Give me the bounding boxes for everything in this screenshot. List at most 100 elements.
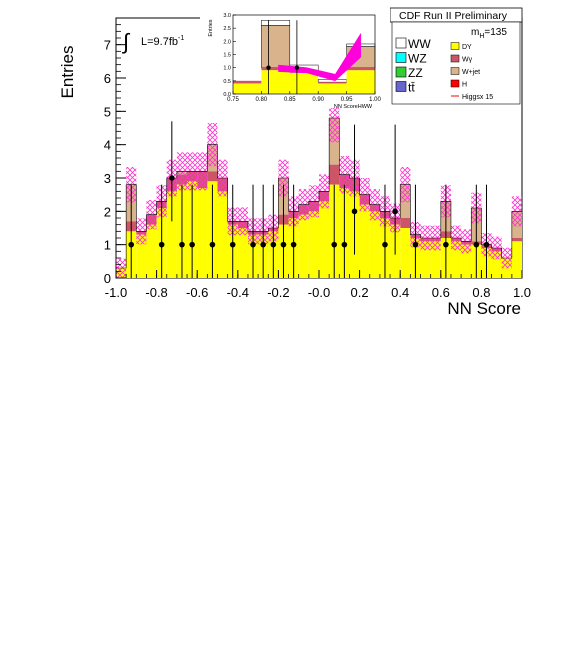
- y-tick-label: 5: [104, 104, 111, 119]
- bar-dy: [237, 228, 248, 278]
- data-point: [270, 241, 277, 248]
- inset-y-tick-label: 1.0: [223, 66, 231, 72]
- data-point: [250, 241, 256, 248]
- inset-bar-wg: [233, 80, 262, 84]
- legend-swatch: [450, 79, 460, 88]
- inset-bar-wg: [261, 67, 290, 71]
- inset-band: [278, 32, 362, 82]
- bar-dy: [166, 191, 177, 278]
- main-axes: -1.0 -0.8 -0.6 -0.4 -0.2 -0.0 0.2 0.4 0.6 0.8 1.00…: [104, 17, 531, 300]
- bar-dy: [461, 244, 472, 278]
- inset-x-tick-label: 0.80: [256, 97, 268, 103]
- bar-dy: [308, 211, 319, 278]
- legend-swatch: [395, 66, 407, 78]
- luminosity-label: L=9.7fb-1: [141, 35, 184, 48]
- data-point: [158, 241, 165, 248]
- y-tick-label: 7: [104, 38, 111, 53]
- inset-y-tick-label: 2.0: [223, 39, 231, 45]
- y-tick-label: 1: [104, 238, 111, 253]
- inset-data-point: [266, 65, 271, 70]
- integral-sign: ∫: [121, 29, 131, 54]
- data-point: [179, 241, 185, 248]
- inset-x-axis-label: NN ScoreHWW: [334, 104, 373, 110]
- y-tick-label: 6: [104, 71, 111, 86]
- y-tick-label: 4: [104, 138, 111, 153]
- x-tick-label: 0.2: [351, 285, 369, 300]
- y-tick-label: 3: [104, 171, 111, 186]
- bar-dy: [369, 211, 380, 278]
- bar-dy: [511, 241, 522, 278]
- data-point: [128, 241, 135, 248]
- inset-y-tick-label: 0.0: [223, 92, 231, 98]
- inset-bar-ww: [261, 20, 291, 26]
- bar-dy: [359, 204, 370, 278]
- data-point: [169, 175, 175, 181]
- inset-data-point: [294, 65, 300, 70]
- inset-y-tick-label: 2.5: [223, 26, 231, 32]
- inset-x-tick-label: 0.75: [227, 97, 239, 103]
- inset-bar-wg: [346, 67, 375, 71]
- y-tick-label: 0: [104, 271, 111, 286]
- x-tick-label: -0.0: [308, 285, 330, 300]
- bar-dy: [430, 241, 441, 278]
- legend-box: [391, 21, 521, 105]
- legend-label: W+jet: [462, 69, 480, 76]
- inset-plot: 0.75 0.80 0.85 0.90 0.95 1.00 0.0 0.5 1.0 1.5 2.0 2…: [200, 6, 390, 110]
- inset-y-tick-label: 3.0: [223, 13, 231, 19]
- mass-label: mH=135: [471, 27, 507, 40]
- bar-dy: [146, 224, 157, 278]
- inset-y-tick-label: 0.5: [223, 79, 231, 85]
- bar-dy: [400, 228, 411, 278]
- bar-dy: [136, 234, 147, 278]
- bar-dy: [217, 191, 228, 278]
- legend-swatch: [450, 54, 460, 63]
- data-point: [443, 241, 449, 248]
- inset-x-tick-label: 1.00: [369, 97, 381, 103]
- legend-label: Higgsx 15: [462, 94, 493, 101]
- x-tick-label: -0.8: [145, 285, 167, 300]
- legend-swatch: [395, 37, 407, 49]
- data-point: [351, 208, 358, 215]
- inset-bar-dy: [346, 70, 375, 94]
- bar-w: [207, 171, 218, 182]
- x-axis-label: NN Score: [447, 299, 521, 318]
- bar-dy: [298, 214, 309, 278]
- bar-dy: [420, 241, 431, 278]
- bar-dy: [450, 241, 462, 278]
- data-point: [341, 241, 348, 248]
- y-tick-label: 2: [104, 204, 111, 219]
- data-point: [382, 241, 388, 248]
- inset-y-axis-label: Entries: [208, 19, 214, 36]
- x-tick-label: -1.0: [105, 285, 127, 300]
- x-tick-label: -0.6: [186, 285, 208, 300]
- inset-x-tick-label: 0.95: [341, 97, 353, 103]
- x-tick-label: -0.2: [267, 285, 289, 300]
- data-point: [290, 241, 297, 248]
- data-point: [280, 241, 287, 248]
- legend-swatch: [395, 81, 407, 92]
- data-point: [473, 241, 480, 248]
- legend-label: Wγ: [462, 57, 473, 64]
- data-point: [229, 241, 236, 248]
- legend-label: tt̄: [408, 81, 415, 95]
- data-point: [209, 241, 216, 248]
- data-point: [331, 241, 338, 248]
- legend-label: H: [462, 82, 467, 89]
- legend-swatch: [450, 67, 460, 75]
- inset-x-tick-label: 0.90: [312, 97, 324, 103]
- inset-bar-dy: [261, 70, 290, 94]
- legend-label: WZ: [408, 52, 427, 66]
- total-outline: [115, 117, 522, 278]
- data-point: [392, 208, 398, 215]
- x-tick-label: 0.4: [391, 285, 409, 300]
- chart-title: CDF Run II Preliminary: [399, 10, 508, 22]
- bar-dy: [491, 251, 502, 278]
- inset-y-tick-label: 1.5: [223, 53, 231, 59]
- inset-bar-dy: [318, 83, 347, 94]
- legend-label: DY: [462, 44, 472, 51]
- bar-w: [329, 164, 340, 185]
- bar-w: [400, 218, 411, 228]
- data-point: [483, 241, 490, 248]
